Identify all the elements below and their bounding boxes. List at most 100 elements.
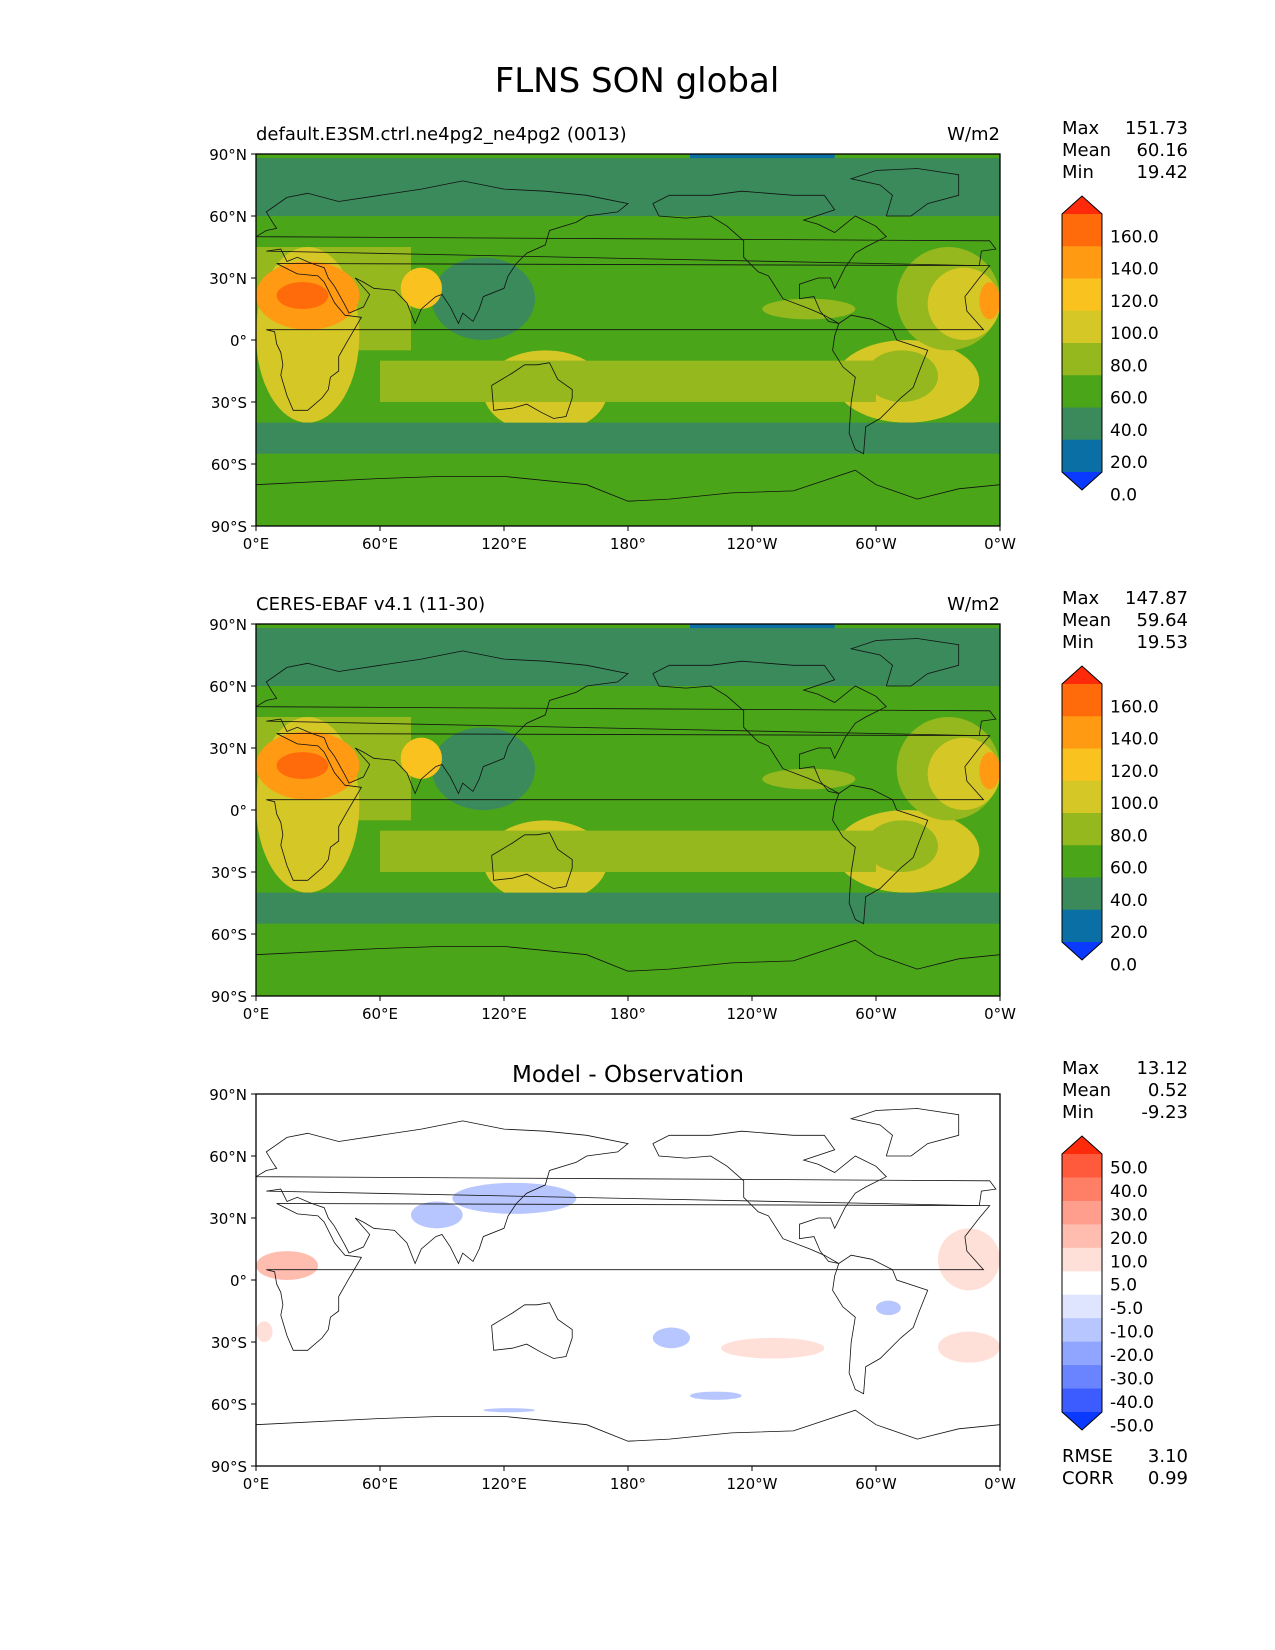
colorbar-level-label: 40.0 <box>1110 891 1148 911</box>
contour-region <box>256 1321 273 1342</box>
contour-region <box>865 350 938 402</box>
colorbar-segment <box>1062 1294 1102 1319</box>
lat-tick-label: 30°S <box>211 1334 247 1352</box>
colorbar-segment <box>1062 1365 1102 1390</box>
colorbar-level-label: 0.0 <box>1110 955 1137 975</box>
map-field <box>256 1094 1000 1466</box>
colorbar-level-label: 160.0 <box>1110 697 1159 717</box>
contour-region <box>411 1201 463 1229</box>
error-stat-label: CORR <box>1062 1468 1114 1489</box>
stat-value: 13.12 <box>1136 1058 1188 1079</box>
colorbar-level-label: 10.0 <box>1110 1252 1148 1272</box>
coastline <box>491 832 573 889</box>
lon-tick-label: 60°E <box>362 535 398 553</box>
contour-region <box>483 1408 535 1413</box>
contour-region <box>979 282 1000 320</box>
colorbar-level-label: 120.0 <box>1110 762 1159 782</box>
colorbar-level-label: -50.0 <box>1110 1416 1154 1436</box>
colorbar: 160.0 140.0 120.0 100.0 80.0 60.0 40.0 20.0 0.0 <box>1061 665 1159 975</box>
stat-value: 151.73 <box>1125 118 1188 139</box>
colorbar-level-label: 140.0 <box>1110 260 1159 280</box>
colorbar-segment <box>1062 214 1102 247</box>
contour-region <box>431 257 535 340</box>
lon-tick-label: 60°E <box>362 1005 398 1023</box>
colorbar-level-label: 80.0 <box>1110 826 1148 846</box>
colorbar-bottom-extend <box>1062 1412 1102 1430</box>
coastline <box>652 190 887 324</box>
colorbar-level-label: 5.0 <box>1110 1276 1137 1296</box>
contour-region <box>380 830 876 872</box>
colorbar-segment <box>1062 1154 1102 1178</box>
stat-label: Max <box>1062 588 1100 609</box>
lon-tick-label: 0°E <box>243 1005 270 1023</box>
colorbar: 160.0 140.0 120.0 100.0 80.0 60.0 40.0 20.0 0.0 <box>1061 195 1159 505</box>
coastline <box>256 650 997 795</box>
colorbar-segment <box>1062 1271 1102 1296</box>
colorbar-level-label: 160.0 <box>1110 227 1159 247</box>
contour-region <box>256 892 1000 924</box>
colorbar-segment <box>1062 845 1102 878</box>
colorbar-bottom-extend <box>1062 942 1102 960</box>
colorbar-level-label: 40.0 <box>1110 1182 1148 1202</box>
colorbar-outline <box>1061 1135 1103 1431</box>
lon-tick-label: 60°W <box>855 1475 897 1493</box>
panel-units: W/m2 <box>947 594 1000 615</box>
colorbar-segment <box>1062 310 1102 344</box>
lat-tick-label: 0° <box>230 332 247 350</box>
map-background <box>256 1094 1000 1466</box>
lat-tick-label: 30°N <box>209 1210 247 1228</box>
panel-title-left: CERES-EBAF v4.1 (11-30) <box>256 594 485 615</box>
coastline <box>849 168 960 217</box>
colorbar-segment <box>1062 1224 1102 1249</box>
colorbar-bottom-extend <box>1062 472 1102 490</box>
stat-value: 147.87 <box>1125 588 1188 609</box>
coastline <box>832 314 929 455</box>
colorbar-segment <box>1062 1388 1102 1413</box>
contour-region <box>256 628 1000 686</box>
colorbar-level-label: 0.0 <box>1110 485 1137 505</box>
colorbar-segment <box>1062 343 1102 376</box>
contour-region <box>380 360 876 402</box>
stat-label: Min <box>1062 1102 1094 1123</box>
lat-tick-label: 60°S <box>211 456 247 474</box>
lat-tick-label: 60°S <box>211 926 247 944</box>
coastline <box>256 1120 997 1265</box>
lat-tick-label: 60°N <box>209 208 247 226</box>
colorbar-top-extend <box>1062 1136 1102 1154</box>
coastline <box>256 1409 1000 1442</box>
lon-tick-label: 60°W <box>855 535 897 553</box>
colorbar-level-label: 100.0 <box>1110 794 1159 814</box>
stat-label: Mean <box>1062 140 1111 161</box>
stat-value: 19.42 <box>1136 162 1188 183</box>
lon-tick-label: 60°W <box>855 1005 897 1023</box>
colorbar-segment <box>1062 813 1102 846</box>
colorbar-segment <box>1062 1200 1102 1225</box>
lon-tick-label: 120°W <box>727 1475 778 1493</box>
stat-label: Max <box>1062 1058 1100 1079</box>
stat-label: Mean <box>1062 610 1111 631</box>
panel-title-center: Model - Observation <box>512 1062 744 1088</box>
colorbar-segment <box>1062 1177 1102 1202</box>
coastline <box>849 1108 960 1157</box>
colorbar-level-label: 30.0 <box>1110 1205 1148 1225</box>
contour-region <box>652 1327 691 1349</box>
colorbar-level-label: -5.0 <box>1110 1299 1143 1319</box>
coastline <box>256 469 1000 502</box>
stat-label: Max <box>1062 118 1100 139</box>
coastline <box>266 263 991 411</box>
coastline <box>256 180 997 325</box>
map-field <box>256 624 1000 996</box>
lat-tick-label: 60°S <box>211 1396 247 1414</box>
lon-tick-label: 180° <box>610 1475 646 1493</box>
colorbar-level-label: -10.0 <box>1110 1323 1154 1343</box>
contour-region <box>690 624 835 629</box>
stat-value: 59.64 <box>1136 610 1188 631</box>
lat-tick-label: 90°S <box>211 988 247 1006</box>
colorbar-segment <box>1062 1318 1102 1343</box>
stat-value: 60.16 <box>1136 140 1188 161</box>
colorbar-segment <box>1062 278 1102 312</box>
colorbar-level-label: 20.0 <box>1110 1229 1148 1249</box>
lat-tick-label: 30°S <box>211 394 247 412</box>
lon-tick-label: 0°W <box>984 535 1016 553</box>
